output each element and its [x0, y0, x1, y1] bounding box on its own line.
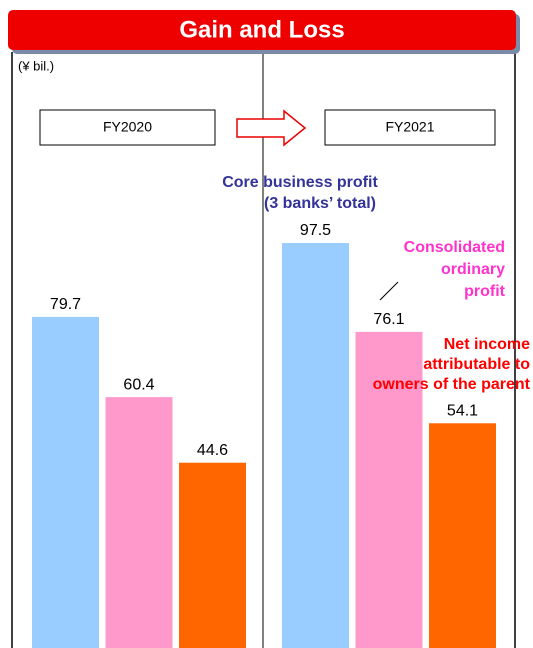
series-label: profit [464, 283, 506, 300]
series-label: owners of the parent [373, 376, 531, 393]
value-label: 79.7 [50, 296, 81, 313]
period-box [324, 109, 496, 146]
arrow [236, 109, 307, 147]
period-box [39, 109, 216, 146]
chart-title: Gain and Loss [179, 16, 344, 43]
value-label: 44.6 [197, 442, 228, 459]
bar [32, 316, 99, 648]
value-label: 54.1 [447, 402, 478, 419]
leader-line [379, 281, 399, 301]
value-label: 97.5 [300, 222, 331, 239]
unit-label: (¥ bil.) [18, 58, 54, 73]
title-banner [8, 10, 516, 50]
series-label: Consolidated [404, 239, 505, 256]
bar [355, 331, 423, 648]
period-label: FY2020 [103, 119, 152, 135]
series-label: Core business profit [222, 174, 378, 191]
bar [105, 397, 173, 648]
bar [282, 243, 349, 648]
bar [429, 423, 496, 648]
value-label: 76.1 [373, 311, 404, 328]
period-label: FY2021 [385, 119, 434, 135]
series-label: Net income [444, 336, 530, 353]
series-label: (3 banks’ total) [264, 195, 376, 212]
value-label: 60.4 [123, 376, 154, 393]
bar [179, 462, 246, 648]
series-label: attributable to [423, 356, 530, 373]
series-label: ordinary [441, 261, 505, 278]
